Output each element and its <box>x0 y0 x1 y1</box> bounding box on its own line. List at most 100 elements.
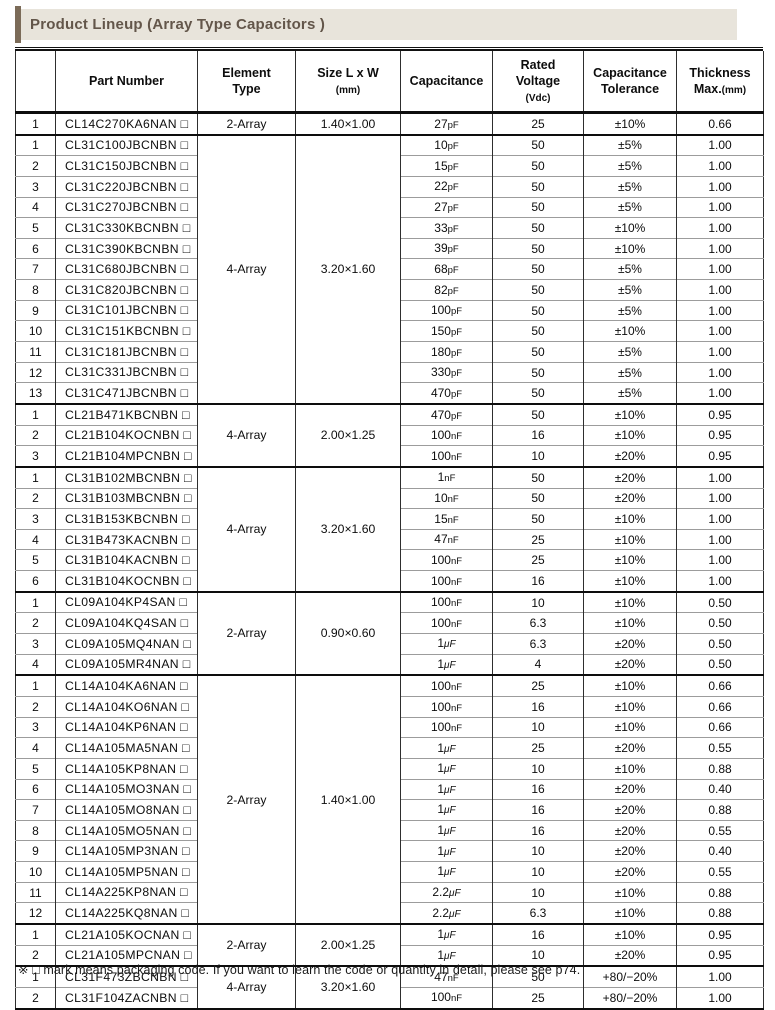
table-row: 13 CL31C471JBCNBN □ 470pF 50 ±5% 1.00 <box>15 382 764 404</box>
rated-voltage-cell: 50 <box>492 402 584 426</box>
part-number-cell: CL14A225KP8NAN □ <box>55 881 198 903</box>
part-number-cell: CL14A104KO6NAN □ <box>55 695 198 718</box>
rated-voltage-cell: 50 <box>492 258 584 280</box>
table-row: 3 CL14A104KP6NAN □ 100nF 10 ±10% 0.66 <box>15 716 764 738</box>
capacitance-cell: 15nF <box>400 508 493 530</box>
capacitance-cell: 47nF <box>400 528 493 550</box>
capacitance-cell: 15pF <box>400 155 493 177</box>
part-number-cell: CL14A105MA5NAN □ <box>55 737 198 759</box>
size-cell: 2.00×1.25 <box>295 402 401 467</box>
table-row: 1 CL21B471KBCNBN □ 4-Array 2.00×1.25 470pF 50… <box>15 402 764 467</box>
rated-voltage-cell: 50 <box>492 320 584 342</box>
element-type-cell: 4-Array <box>197 402 296 467</box>
thickness-cell: 0.66 <box>676 674 764 697</box>
capacitance-cell: 39pF <box>400 237 493 259</box>
page-title: Product Lineup (Array Type Capacitors ) <box>30 16 326 33</box>
rated-voltage-cell: 50 <box>492 508 584 530</box>
row-number-cell: 7 <box>15 799 56 821</box>
tolerance-cell: ±10% <box>583 922 677 946</box>
tolerance-cell: +80/−20% <box>583 965 677 988</box>
capacitance-cell: 150pF <box>400 320 493 342</box>
rated-voltage-cell: 25 <box>492 549 584 571</box>
rated-voltage-cell: 50 <box>492 299 584 321</box>
size-cell: 1.40×1.00 <box>295 112 401 135</box>
col-header-element-type: Element Type <box>197 51 296 114</box>
size-cell: 3.20×1.60 <box>295 133 401 404</box>
table-row: 11 CL14A225KP8NAN □ 2.2μF 10 ±10% 0.88 <box>15 881 764 903</box>
thickness-cell: 0.88 <box>676 799 764 821</box>
rated-voltage-cell: 50 <box>492 217 584 239</box>
part-number-cell: CL09A104KQ4SAN □ <box>55 612 198 634</box>
thickness-cell: 0.50 <box>676 590 764 613</box>
thickness-cell: 1.00 <box>676 320 764 342</box>
part-number-cell: CL09A104KP4SAN □ <box>55 590 198 613</box>
table-row: 7 CL14A105MO8NAN □ 1μF 16 ±20% 0.88 <box>15 799 764 821</box>
thickness-cell: 0.50 <box>676 633 764 655</box>
rated-voltage-cell: 10 <box>492 590 584 613</box>
capacitance-cell: 1μF <box>400 633 493 655</box>
rated-voltage-cell: 50 <box>492 382 584 404</box>
part-number-cell: CL31B103MBCNBN □ <box>55 487 198 509</box>
part-number-cell: CL31F473ZBCNBN □ <box>55 965 198 988</box>
table-row: 6 CL14A105MO3NAN □ 1μF 16 ±20% 0.40 <box>15 778 764 800</box>
capacitance-cell: 1μF <box>400 944 493 967</box>
part-number-cell: CL14A104KP6NAN □ <box>55 716 198 738</box>
part-number-cell: CL31F104ZACNBN □ <box>55 986 198 1009</box>
element-type-cell: 2-Array <box>197 112 296 135</box>
rated-voltage-cell: 10 <box>492 881 584 903</box>
table-top-rule <box>15 47 763 51</box>
row-number-cell: 3 <box>15 175 56 198</box>
row-number-cell: 7 <box>15 258 56 280</box>
row-number-cell: 12 <box>15 902 56 924</box>
rated-voltage-cell: 16 <box>492 695 584 718</box>
row-number-cell: 1 <box>15 674 56 697</box>
part-number-cell: CL31C820JBCNBN □ <box>55 279 198 301</box>
part-number-cell: CL31B104KOCNBN □ <box>55 570 198 592</box>
capacitance-cell: 1μF <box>400 737 493 759</box>
part-number-cell: CL31C181JBCNBN □ <box>55 341 198 363</box>
element-type-cell: 2-Array <box>197 674 296 924</box>
part-number-cell: CL14A105MP5NAN □ <box>55 861 198 883</box>
part-number-cell: CL31C100JBCNBN □ <box>55 133 198 156</box>
thickness-cell: 1.00 <box>676 217 764 239</box>
tolerance-cell: ±5% <box>583 341 677 363</box>
capacitance-cell: 33pF <box>400 217 493 239</box>
capacitance-cell: 2.2μF <box>400 881 493 903</box>
part-number-cell: CL21B104KOCNBN □ <box>55 424 198 446</box>
row-number-cell: 10 <box>15 861 56 883</box>
row-number-cell: 6 <box>15 237 56 259</box>
part-number-cell: CL14A105KP8NAN □ <box>55 757 198 779</box>
rated-voltage-cell: 25 <box>492 112 584 135</box>
table-row: 3 CL09A105MQ4NAN □ 1μF 6.3 ±20% 0.50 <box>15 633 764 655</box>
row-number-cell: 4 <box>15 737 56 759</box>
table-row: 2 CL14A104KO6NAN □ 100nF 16 ±10% 0.66 <box>15 695 764 718</box>
row-number-cell: 1 <box>15 965 56 988</box>
table-row: 5 CL14A105KP8NAN □ 1μF 10 ±10% 0.88 <box>15 757 764 779</box>
capacitance-cell: 470pF <box>400 402 493 426</box>
thickness-cell: 0.40 <box>676 778 764 800</box>
tolerance-cell: ±10% <box>583 424 677 446</box>
table-row: 2 CL09A104KQ4SAN □ 100nF 6.3 ±10% 0.50 <box>15 612 764 634</box>
capacitance-cell: 1μF <box>400 757 493 779</box>
row-number-cell: 5 <box>15 549 56 571</box>
row-number-cell: 1 <box>15 465 56 489</box>
capacitance-cell: 1μF <box>400 861 493 883</box>
thickness-cell: 1.00 <box>676 549 764 571</box>
rated-voltage-cell: 10 <box>492 757 584 779</box>
part-number-cell: CL14A105MO8NAN □ <box>55 799 198 821</box>
rated-voltage-cell: 16 <box>492 819 584 841</box>
rated-voltage-cell: 50 <box>492 279 584 301</box>
tolerance-cell: ±20% <box>583 944 677 967</box>
row-number-cell: 2 <box>15 944 56 967</box>
row-number-cell: 1 <box>15 402 56 426</box>
part-number-cell: CL31C680JBCNBN □ <box>55 258 198 280</box>
table-row: 1 CL14C270KA6NAN □ 2-Array 1.40×1.00 27pF 25 ±… <box>16 112 764 135</box>
rated-voltage-cell: 4 <box>492 653 584 676</box>
table-row: 11 CL31C181JBCNBN □ 180pF 50 ±5% 1.00 <box>15 341 764 363</box>
size-cell: 3.20×1.60 <box>295 465 401 592</box>
table-row: 8 CL14A105MO5NAN □ 1μF 16 ±20% 0.55 <box>15 819 764 841</box>
thickness-cell: 1.00 <box>676 986 764 1009</box>
size-cell: 1.40×1.00 <box>295 674 401 924</box>
table-body: 1 CL14C270KA6NAN □ 2-Array 1.40×1.00 27pF 25 ±… <box>15 112 764 1009</box>
tolerance-cell: ±20% <box>583 840 677 862</box>
